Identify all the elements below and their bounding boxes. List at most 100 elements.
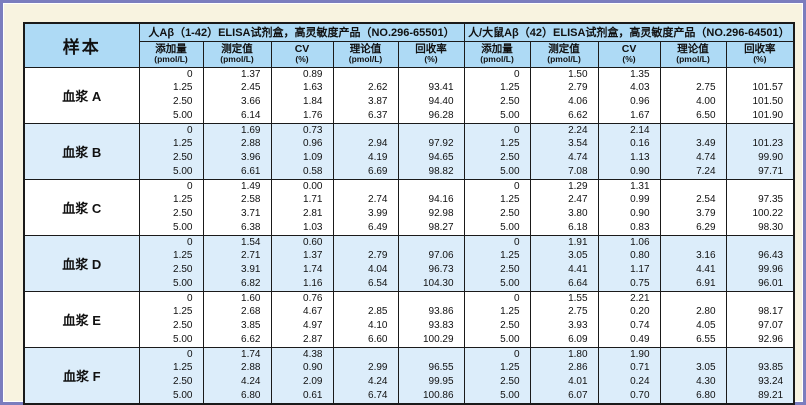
- data-cell: 2.74 3.99 6.49: [332, 178, 399, 236]
- data-value: 6.80: [241, 389, 261, 401]
- data-value: 1.25: [173, 362, 193, 374]
- data-value: 1.31: [630, 180, 650, 192]
- column-label: 回收率: [744, 43, 776, 56]
- data-value: 7.24: [696, 165, 716, 177]
- data-value: 0: [186, 348, 193, 360]
- data-value: 2.88: [241, 138, 261, 150]
- data-value: 98.27: [428, 221, 454, 233]
- data-value: 0: [186, 180, 193, 192]
- data-value: 4.03: [630, 82, 650, 94]
- data-value: 2.50: [500, 264, 520, 275]
- data-value: 2.71: [241, 250, 261, 262]
- data-value: 98.82: [428, 165, 454, 177]
- data-cell: 1.74 2.88 4.24 6.80: [202, 346, 272, 404]
- data-value: 94.40: [428, 96, 454, 107]
- column-header-2-2: CV (%): [597, 40, 661, 68]
- data-value: 6.55: [696, 333, 716, 345]
- data-value: 6.62: [568, 109, 588, 121]
- data-value: 3.93: [568, 320, 588, 331]
- data-value: [727, 236, 794, 250]
- data-cell: 0 1.25 2.50 5.00: [138, 290, 204, 348]
- data-value: 6.18: [568, 221, 588, 233]
- data-value: 2.50: [500, 96, 520, 107]
- data-value: 6.61: [241, 165, 261, 177]
- data-cell: 0.00 1.71 2.81 1.03: [270, 178, 334, 236]
- sample-name: 血浆 C: [23, 178, 140, 236]
- data-value: 98.17: [758, 306, 784, 318]
- data-value: 2.45: [241, 82, 261, 94]
- data-value: 5.00: [173, 333, 193, 345]
- data-value: 0.99: [630, 194, 650, 206]
- data-value: 2.75: [696, 82, 716, 94]
- data-value: 0: [186, 124, 193, 136]
- data-value: 5.00: [500, 333, 520, 345]
- data-cell: 2.54 3.79 6.29: [659, 178, 727, 236]
- data-value: [727, 68, 794, 82]
- sample-row: 血浆 B 0 1.25 2.50 5.00 1.69 2.88 3.96 6.61 0.73 0.9…: [23, 122, 795, 180]
- data-value: 0.20: [630, 306, 650, 318]
- data-value: 97.35: [758, 194, 784, 206]
- data-value: 0.76: [303, 292, 323, 304]
- data-cell: 1.60 2.68 3.85 6.62: [202, 290, 272, 348]
- data-value: 93.41: [428, 82, 454, 94]
- data-value: 0.96: [303, 138, 323, 150]
- sample-column-header: 样本: [23, 22, 140, 68]
- data-value: 1.71: [303, 194, 323, 206]
- data-value: 6.62: [241, 333, 261, 345]
- data-value: 0.49: [630, 333, 650, 345]
- data-cell: 1.55 2.75 3.93 6.09: [529, 290, 599, 348]
- data-cell: 0 1.25 2.50 5.00: [463, 234, 531, 292]
- data-cell: 93.86 93.83 100.29: [397, 290, 465, 348]
- data-value: 6.64: [568, 277, 588, 289]
- data-value: 1.13: [630, 152, 650, 163]
- data-cell: 0 1.25 2.50 5.00: [463, 290, 531, 348]
- data-value: 1.74: [303, 264, 323, 275]
- column-header-1-2: CV (%): [270, 40, 334, 68]
- data-cell: 1.69 2.88 3.96 6.61: [202, 122, 272, 180]
- data-cell: 0 1.25 2.50 5.00: [138, 66, 204, 124]
- data-cell: 0 1.25 2.50 5.00: [138, 346, 204, 404]
- data-value: 0.90: [303, 362, 323, 374]
- data-value: 101.90: [752, 109, 784, 121]
- data-value: 2.54: [696, 194, 716, 206]
- data-cell: 2.14 0.16 1.13 0.90: [597, 122, 661, 180]
- column-label: CV: [621, 43, 637, 56]
- data-value: 96.73: [428, 264, 454, 275]
- column-unit: (pmol/L): [547, 54, 581, 65]
- column-label: 测定值: [548, 43, 580, 56]
- data-value: 4.74: [568, 152, 588, 163]
- data-value: [399, 348, 464, 362]
- data-value: 4.04: [368, 264, 388, 275]
- data-cell: 96.43 99.96 96.01: [725, 234, 795, 292]
- column-header-2-0: 添加量 (pmol/L): [463, 40, 531, 68]
- data-value: 96.55: [428, 362, 454, 374]
- column-unit: (%): [295, 54, 309, 65]
- data-value: [661, 124, 726, 138]
- data-value: 2.79: [568, 82, 588, 94]
- data-value: 0.74: [630, 320, 650, 331]
- data-value: 0.00: [303, 180, 323, 192]
- sample-name: 血浆 F: [23, 346, 140, 404]
- data-value: 93.24: [758, 376, 784, 387]
- data-value: [727, 124, 794, 138]
- data-value: 1.25: [173, 194, 193, 206]
- data-value: [334, 124, 398, 138]
- data-value: 2.79: [368, 250, 388, 262]
- data-value: [334, 348, 398, 362]
- data-value: 1.54: [241, 236, 261, 248]
- data-value: 4.00: [696, 96, 716, 107]
- column-header-row: 添加量 (pmol/L) 测定值 (pmol/L) CV (%) 理论值 (pmol/L) 回收…: [24, 40, 795, 68]
- data-value: 6.09: [568, 333, 588, 345]
- data-value: [399, 236, 464, 250]
- data-value: 0: [513, 68, 520, 80]
- data-value: 2.87: [303, 333, 323, 345]
- data-value: 1.90: [630, 348, 650, 360]
- data-value: 5.00: [500, 221, 520, 233]
- data-value: 0.58: [303, 165, 323, 177]
- data-value: 6.49: [368, 221, 388, 233]
- data-value: 1.49: [241, 180, 261, 192]
- data-value: 2.24: [568, 124, 588, 136]
- data-cell: 1.49 2.58 3.71 6.38: [202, 178, 272, 236]
- data-value: 0: [513, 124, 520, 136]
- data-cell: 97.92 94.65 98.82: [397, 122, 465, 180]
